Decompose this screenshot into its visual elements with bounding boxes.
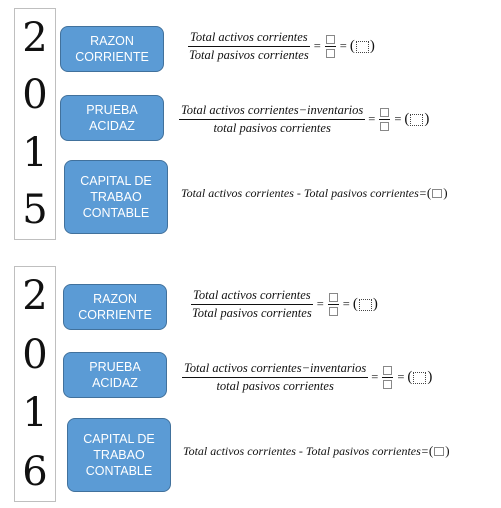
close-paren: ) xyxy=(369,38,375,54)
equals-sign: = xyxy=(368,112,376,126)
blank-fraction xyxy=(382,366,394,389)
year-digit: 6 xyxy=(22,448,48,495)
open-paren: ( xyxy=(404,111,410,127)
razon-corriente-formula-2015: Total activos corrientes Total pasivos c… xyxy=(187,30,375,63)
razon-corriente-box-2016: RAZON CORRIENTE xyxy=(63,284,167,330)
close-paren: ) xyxy=(427,369,433,385)
year-digit: 2 xyxy=(22,14,48,61)
year-2016-box: 2 0 1 6 xyxy=(14,266,56,502)
prueba-acidaz-box-2016: PRUEBA ACIDAZ xyxy=(63,352,167,398)
formula-numerator: Total activos corrientes xyxy=(191,288,313,305)
open-paren: ( xyxy=(352,296,358,312)
formula-numerator: Total activos corrientes−inventarios xyxy=(179,103,366,120)
blank-fraction xyxy=(379,108,391,131)
open-paren: ( xyxy=(426,185,432,200)
formula-denominator: total pasivos corrientes xyxy=(216,379,334,393)
placeholder-box xyxy=(355,40,369,53)
blank-fraction xyxy=(327,293,339,316)
capital-trabajo-formula-2016: Total activos corrientes - Total pasivos… xyxy=(183,443,450,459)
razon-corriente-box-2015: RAZON CORRIENTE xyxy=(60,26,164,72)
year-digit: 0 xyxy=(22,72,48,119)
equals-sign: = xyxy=(316,297,324,311)
equals-sign: = xyxy=(394,112,402,126)
prueba-acidaz-box-2015: PRUEBA ACIDAZ xyxy=(60,95,164,141)
close-paren: ) xyxy=(424,111,430,127)
placeholder-box xyxy=(358,298,372,311)
capital-formula-text: Total activos corrientes - Total pasivos… xyxy=(181,185,427,200)
equals-sign: = xyxy=(313,39,321,53)
formula-denominator: total pasivos corrientes xyxy=(213,121,331,135)
close-paren: ) xyxy=(372,296,378,312)
formula-numerator: Total activos corrientes xyxy=(188,30,310,47)
open-paren: ( xyxy=(349,38,355,54)
year-2015-box: 2 0 1 5 xyxy=(14,8,56,240)
capital-trabajo-box-2015: CAPITAL DE TRABAO CONTABLE xyxy=(64,160,168,234)
placeholder-box xyxy=(434,446,445,456)
capital-trabajo-formula-2015: Total activos corrientes - Total pasivos… xyxy=(181,185,448,201)
razon-corriente-formula-2016: Total activos corrientes Total pasivos c… xyxy=(190,288,378,321)
equals-sign: = xyxy=(339,39,347,53)
equals-sign: = xyxy=(371,370,379,384)
year-digit: 0 xyxy=(22,331,48,378)
prueba-acidaz-formula-2015: Total activos corrientes−inventarios tot… xyxy=(179,103,429,136)
year-digit: 5 xyxy=(22,187,48,234)
open-paren: ( xyxy=(407,369,413,385)
close-paren: ) xyxy=(443,185,448,200)
year-digit: 2 xyxy=(22,273,48,320)
close-paren: ) xyxy=(445,443,450,458)
formula-denominator: Total pasivos corrientes xyxy=(189,48,309,62)
capital-formula-text: Total activos corrientes - Total pasivos… xyxy=(183,443,429,458)
capital-trabajo-box-2016: CAPITAL DE TRABAO CONTABLE xyxy=(67,418,171,492)
placeholder-box xyxy=(413,371,427,384)
year-digit: 1 xyxy=(22,129,48,176)
blank-fraction xyxy=(324,35,336,58)
year-digit: 1 xyxy=(22,390,48,437)
equals-sign: = xyxy=(397,370,405,384)
formula-denominator: Total pasivos corrientes xyxy=(192,306,312,320)
placeholder-box xyxy=(432,188,443,198)
open-paren: ( xyxy=(428,443,434,458)
prueba-acidaz-formula-2016: Total activos corrientes−inventarios tot… xyxy=(182,361,432,394)
placeholder-box xyxy=(410,113,424,126)
formula-numerator: Total activos corrientes−inventarios xyxy=(182,361,369,378)
equals-sign: = xyxy=(342,297,350,311)
